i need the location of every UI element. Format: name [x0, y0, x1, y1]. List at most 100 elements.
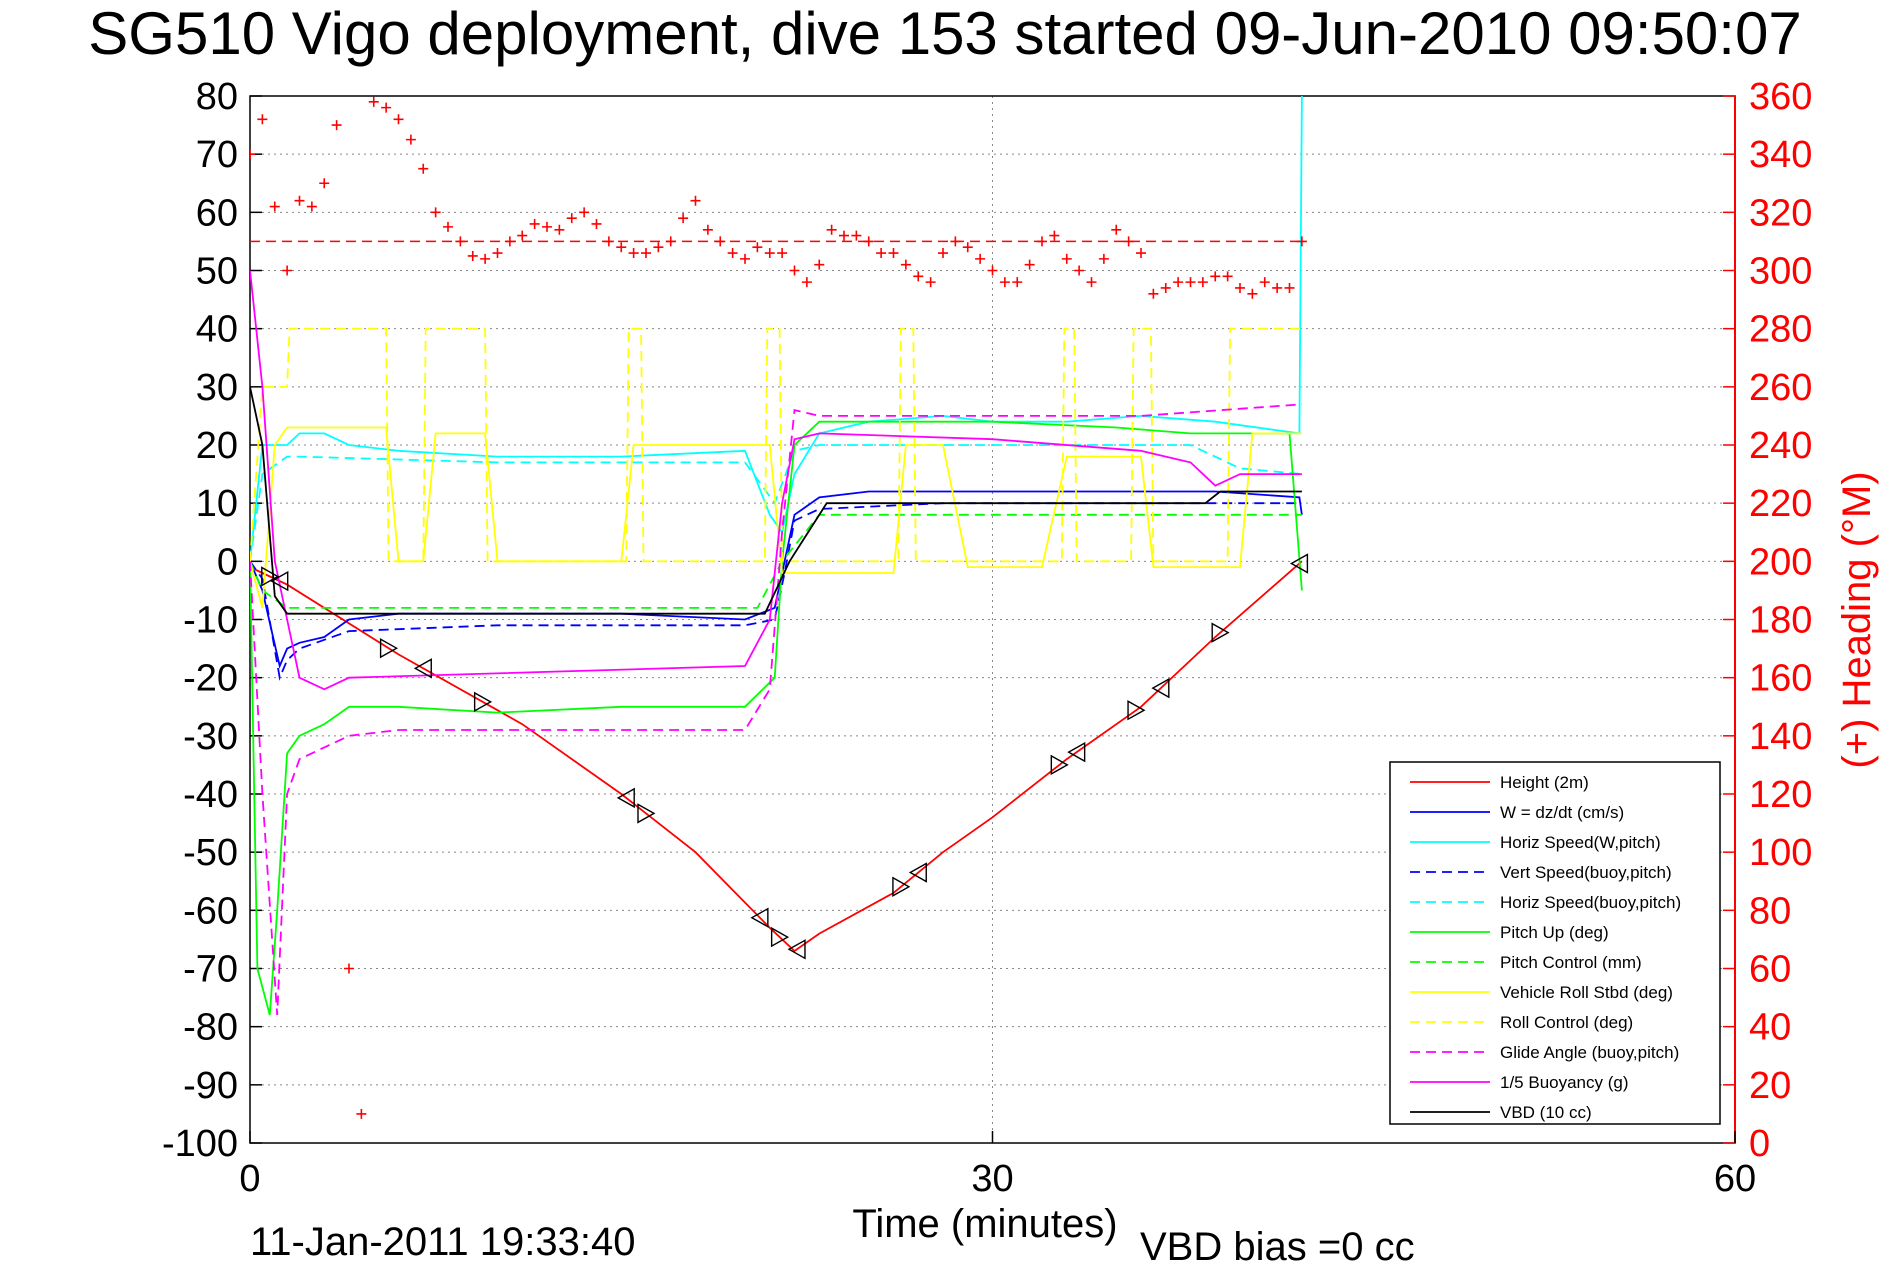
glider-marker [787, 939, 806, 960]
left-tick-label: 40 [196, 309, 238, 351]
heading-marker [443, 221, 453, 232]
heading-marker [925, 277, 936, 288]
heading-marker [690, 195, 701, 206]
legend-label: W = dz/dt (cm/s) [1500, 803, 1624, 822]
heading-marker [999, 277, 1010, 288]
heading-marker [826, 224, 837, 235]
heading-marker [938, 248, 948, 259]
series-group [250, 96, 1307, 1119]
heading-marker [715, 236, 726, 247]
heading-marker [764, 248, 775, 259]
legend-box [1389, 761, 1721, 1125]
heading-marker [517, 230, 528, 241]
heading-marker [467, 250, 478, 261]
glider-marker [270, 570, 289, 592]
legend-label: Glide Angle (buoy,pitch) [1500, 1043, 1679, 1062]
heading-marker [368, 96, 379, 107]
left-tick-label: -20 [183, 658, 238, 700]
heading-marker [1098, 253, 1109, 264]
heading-marker [579, 207, 590, 218]
heading-marker [1049, 230, 1060, 241]
x-axis-ticks: 0 30 60 [239, 1131, 1756, 1200]
heading-marker [430, 207, 441, 218]
glider-marker [379, 637, 399, 659]
heading-marker [752, 242, 763, 253]
heading-marker [814, 259, 825, 270]
legend-label: 1/5 Buoyancy (g) [1500, 1073, 1629, 1092]
series-line-0 [250, 560, 1303, 953]
series-line-1 [250, 490, 1303, 669]
heading-marker [1272, 282, 1283, 293]
heading-marker [987, 265, 998, 276]
left-tick-label: 50 [196, 251, 238, 293]
series-line-2 [250, 96, 1303, 562]
heading-marker [665, 236, 676, 247]
heading-marker [306, 201, 317, 212]
heading-marker [331, 120, 342, 131]
heading-marker [913, 271, 924, 282]
heading-marker [1235, 282, 1245, 293]
heading-marker [1148, 288, 1159, 299]
heading-marker [603, 236, 614, 247]
heading-marker [863, 236, 874, 247]
glider-marker [892, 876, 911, 897]
right-tick-label: 80 [1749, 890, 1791, 932]
heading-marker [801, 277, 812, 288]
right-tick-label: 0 [1749, 1123, 1770, 1165]
heading-marker [250, 149, 255, 160]
left-tick-label: 60 [196, 192, 238, 234]
series-line-8 [250, 327, 1302, 563]
heading-marker [1136, 248, 1146, 259]
right-tick-label: 40 [1749, 1007, 1791, 1049]
chart-title: SG510 Vigo deployment, dive 153 started … [88, 0, 1801, 67]
glider-marker [1151, 677, 1170, 699]
heading-marker [1185, 277, 1196, 288]
glider-markers [261, 553, 1309, 960]
left-tick-label: -30 [183, 716, 238, 758]
heading-marker [591, 218, 602, 229]
legend-label: Pitch Control (mm) [1500, 953, 1642, 972]
right-tick-label: 280 [1749, 309, 1812, 351]
heading-marker [1160, 282, 1171, 293]
heading-marker [1074, 265, 1085, 276]
heading-marker [344, 963, 354, 974]
left-tick-label: -90 [183, 1065, 238, 1107]
heading-marker [566, 213, 577, 224]
heading-marker [678, 213, 689, 224]
legend-label: Height (2m) [1500, 773, 1589, 792]
legend-label: Roll Control (deg) [1500, 1013, 1633, 1032]
heading-marker [381, 102, 392, 113]
heading-marker [962, 242, 973, 253]
heading-marker [1222, 271, 1233, 282]
heading-marker [1012, 277, 1023, 288]
heading-marker [950, 236, 961, 247]
heading-marker [257, 114, 268, 125]
x-tick-label: 30 [971, 1158, 1013, 1200]
left-tick-label: -50 [183, 832, 238, 874]
footer-vbd-bias: VBD bias =0 cc [1140, 1225, 1415, 1262]
right-tick-label: 220 [1749, 483, 1812, 525]
x-tick-label: 0 [239, 1158, 260, 1200]
series-line-3 [250, 502, 1302, 681]
heading-marker [455, 236, 466, 247]
heading-marker [900, 259, 911, 270]
right-tick-label: 360 [1749, 76, 1812, 118]
heading-marker [727, 248, 738, 259]
heading-marker [851, 230, 862, 241]
glider-marker [261, 566, 280, 587]
glider-marker [413, 658, 432, 679]
x-tick-label: 60 [1714, 1158, 1756, 1200]
heading-marker [282, 265, 293, 276]
heading-marker [740, 253, 750, 264]
left-tick-label: -100 [162, 1123, 238, 1165]
legend-label: Horiz Speed(buoy,pitch) [1500, 893, 1681, 912]
series-line-9 [250, 403, 1302, 1016]
right-tick-label: 120 [1749, 774, 1812, 816]
heading-marker [1111, 224, 1122, 235]
right-tick-label: 320 [1749, 192, 1812, 234]
series-line-7 [250, 426, 1302, 609]
x-axis-label: Time (minutes) [852, 1202, 1117, 1246]
heading-marker [1037, 236, 1047, 247]
right-tick-label: 180 [1749, 600, 1812, 642]
left-tick-label: -80 [183, 1007, 238, 1049]
